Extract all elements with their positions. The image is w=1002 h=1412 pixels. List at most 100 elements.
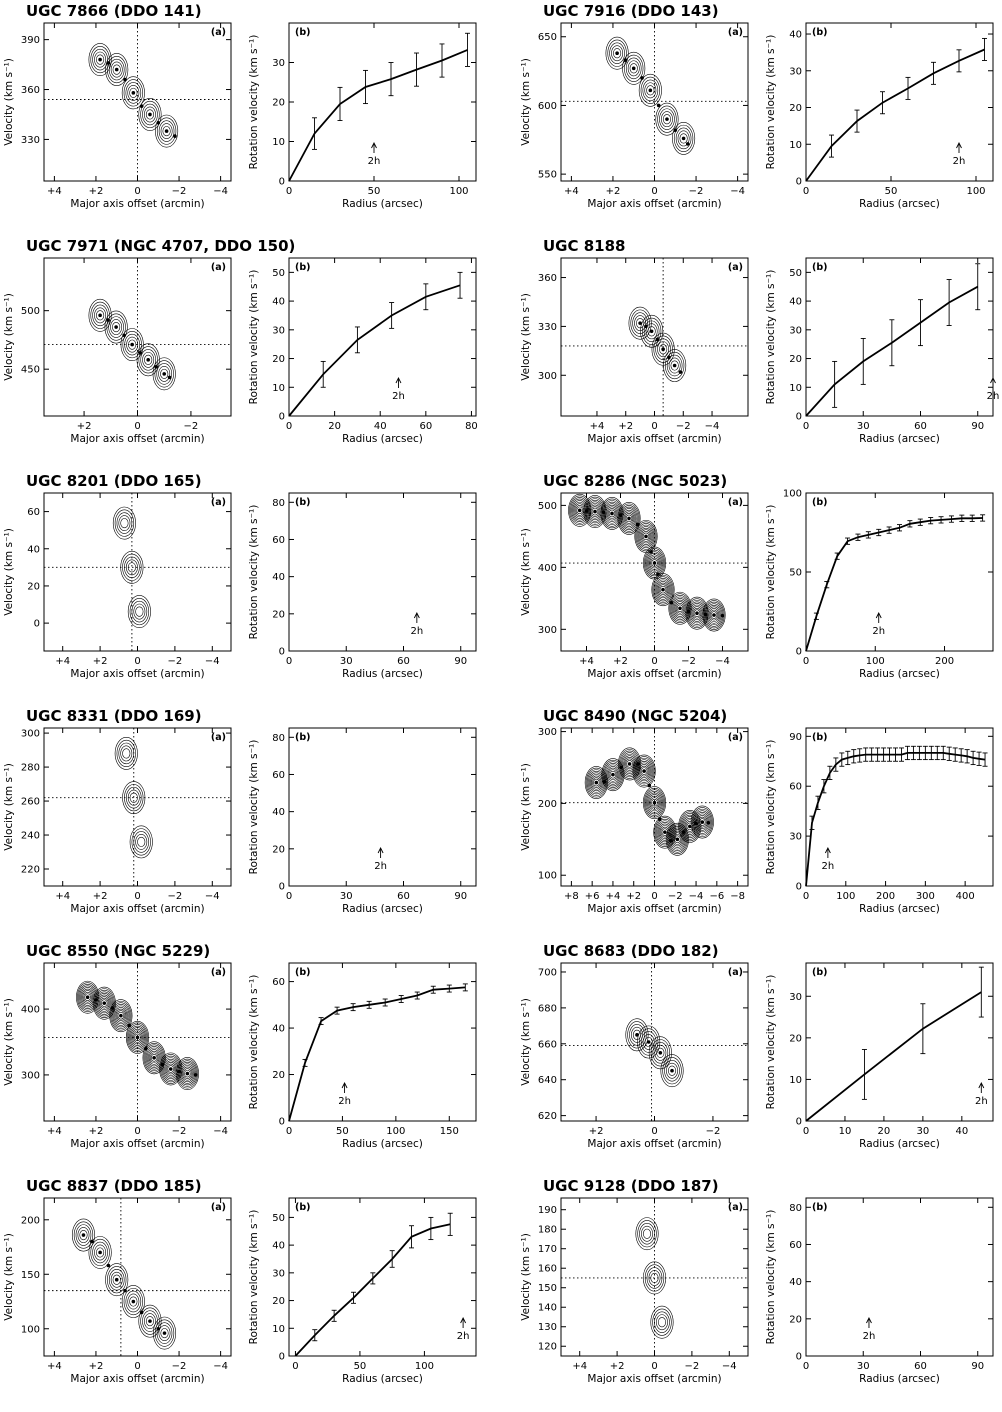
pv-0-ytick-label: 330 xyxy=(21,135,40,146)
rc-8-xtick-label: 100 xyxy=(386,1126,405,1137)
rc-2-xtick-label: 60 xyxy=(419,421,432,432)
pv-1-contour xyxy=(629,63,638,74)
pv-9-contour xyxy=(664,1059,680,1082)
pv-8-contour xyxy=(175,1057,199,1091)
pv-5-contour xyxy=(607,508,617,519)
pv-5-contour xyxy=(636,523,656,550)
pv-0-trace-point xyxy=(123,77,127,82)
pv-1-contour xyxy=(673,124,694,152)
pv-5-contour xyxy=(652,574,674,605)
pv-5-contour xyxy=(709,609,719,621)
rc-9-beam-arrowhead xyxy=(978,1081,985,1089)
pv-7-contour xyxy=(609,770,617,779)
rc-9-ytick-label: 30 xyxy=(789,992,802,1003)
pv-0-contour xyxy=(144,106,156,123)
pv-5-ytick-label: 400 xyxy=(538,563,557,574)
rc-3-ytick-label: 40 xyxy=(789,297,802,308)
rc-11-ytick-label: 80 xyxy=(789,1203,802,1214)
pv-1-contour xyxy=(659,108,675,130)
pv-6-contour xyxy=(120,745,133,762)
pv-9-contour xyxy=(666,1062,678,1079)
pv-9-xtick-label: −2 xyxy=(706,1126,721,1137)
rc-7-frame xyxy=(805,727,994,887)
pv-1-contour xyxy=(609,42,625,64)
pv-9-ytick-label: 640 xyxy=(538,1075,557,1086)
rc-7-xtick-label: 400 xyxy=(956,891,975,902)
pv-1-xtick-label: 0 xyxy=(651,186,657,197)
pv-10-contour xyxy=(90,1238,110,1267)
pv-8-contour xyxy=(111,1002,131,1029)
rc-4-beam-label: 2h xyxy=(410,626,423,637)
pv-0-trace-point xyxy=(148,112,152,117)
pv-3-xtick-label: +2 xyxy=(618,421,633,432)
pv-8-contour xyxy=(116,1010,126,1022)
pv-4-contour xyxy=(118,515,131,531)
rc-10-beam-label: 2h xyxy=(457,1331,470,1342)
pv-10-contour xyxy=(92,1241,108,1264)
rc-2-ytick-label: 40 xyxy=(272,297,285,308)
pv-5-contour xyxy=(641,531,651,542)
rc-2-ytick-label: 10 xyxy=(272,383,285,394)
pv-4-panel-label: (a) xyxy=(211,497,226,508)
rc-1-ytick-label: 40 xyxy=(789,30,802,41)
pv-8-contour xyxy=(77,982,99,1013)
pv-3-contour xyxy=(643,320,660,343)
pv-3-contour xyxy=(666,354,683,377)
pv-7-contour xyxy=(656,820,674,844)
pv-9-contour xyxy=(656,1047,665,1058)
pv-6-contour xyxy=(116,739,136,767)
pv-5-trace-point xyxy=(712,613,716,617)
pv-10-trace-point xyxy=(156,1326,161,1331)
rc-9-xtick-label: 10 xyxy=(839,1126,852,1137)
pv-7-contour xyxy=(593,778,600,787)
pv-10-panel-label: (a) xyxy=(211,1202,226,1213)
rc-3-xtick-label: 90 xyxy=(971,421,984,432)
pv-5-contour xyxy=(623,511,635,526)
pv-7-trace-point xyxy=(602,780,607,784)
pv-3-trace-point xyxy=(678,370,683,374)
pv-4-contour xyxy=(135,606,144,617)
pv-2-contour xyxy=(140,349,156,371)
rc-10-xlabel: Radius (arcsec) xyxy=(342,1373,423,1385)
pv-9-xtick-label: 0 xyxy=(651,1126,657,1137)
pv-9-trace-point xyxy=(670,1068,674,1073)
pv-10-ytick-label: 200 xyxy=(21,1215,40,1226)
pv-0-contour xyxy=(140,100,160,129)
pv-6-ytick-label: 280 xyxy=(21,763,40,774)
rc-8-ylabel: Rotation velocity (km s⁻¹) xyxy=(248,975,260,1110)
pv-2-trace-point xyxy=(122,333,126,338)
pv-10-trace-point xyxy=(98,1250,102,1255)
pv-8-contour xyxy=(147,1049,161,1067)
rc-0-ytick-label: 20 xyxy=(272,98,285,109)
rc-4-xlabel: Radius (arcsec) xyxy=(342,668,423,680)
pv-5-contour xyxy=(635,521,657,552)
pv-7-contour xyxy=(686,822,694,831)
pv-2-contour xyxy=(112,322,121,333)
pv-9-ylabel: Velocity (km s⁻¹) xyxy=(520,998,532,1086)
pv-2-contour xyxy=(108,316,124,338)
pv-4-ytick-label: 20 xyxy=(27,581,40,592)
pv-3-contour xyxy=(632,312,648,334)
pv-9-ytick-label: 620 xyxy=(538,1111,557,1122)
rc-8-ytick-label: 20 xyxy=(272,1070,285,1081)
pv-7-xtick-label: −8 xyxy=(730,891,745,902)
rc-10-ytick-label: 20 xyxy=(272,1296,285,1307)
pv-10-contour xyxy=(75,1224,92,1246)
pv-3-contour xyxy=(659,344,668,355)
galaxy-title: UGC 8331 (DDO 169) xyxy=(26,707,202,725)
pv-7-contour xyxy=(672,832,683,847)
pv-5-contour xyxy=(620,506,638,531)
rc-11-ylabel: Rotation velocity (km s⁻¹) xyxy=(765,1210,777,1345)
pv-4-xtick-label: +2 xyxy=(93,656,108,667)
pv-7-trace-point xyxy=(619,765,624,770)
pv-5-xtick-label: +2 xyxy=(613,656,628,667)
pv-2-contour xyxy=(156,363,172,385)
pv-8-contour xyxy=(98,996,110,1011)
rc-8-xtick-label: 50 xyxy=(336,1126,349,1137)
pv-2-contours xyxy=(88,298,176,391)
rc-0-ytick-label: 30 xyxy=(272,58,285,69)
pv-2-contour xyxy=(160,368,169,379)
rc-8-ytick-label: 60 xyxy=(272,977,285,988)
galaxy-title: UGC 7916 (DDO 143) xyxy=(543,2,719,20)
